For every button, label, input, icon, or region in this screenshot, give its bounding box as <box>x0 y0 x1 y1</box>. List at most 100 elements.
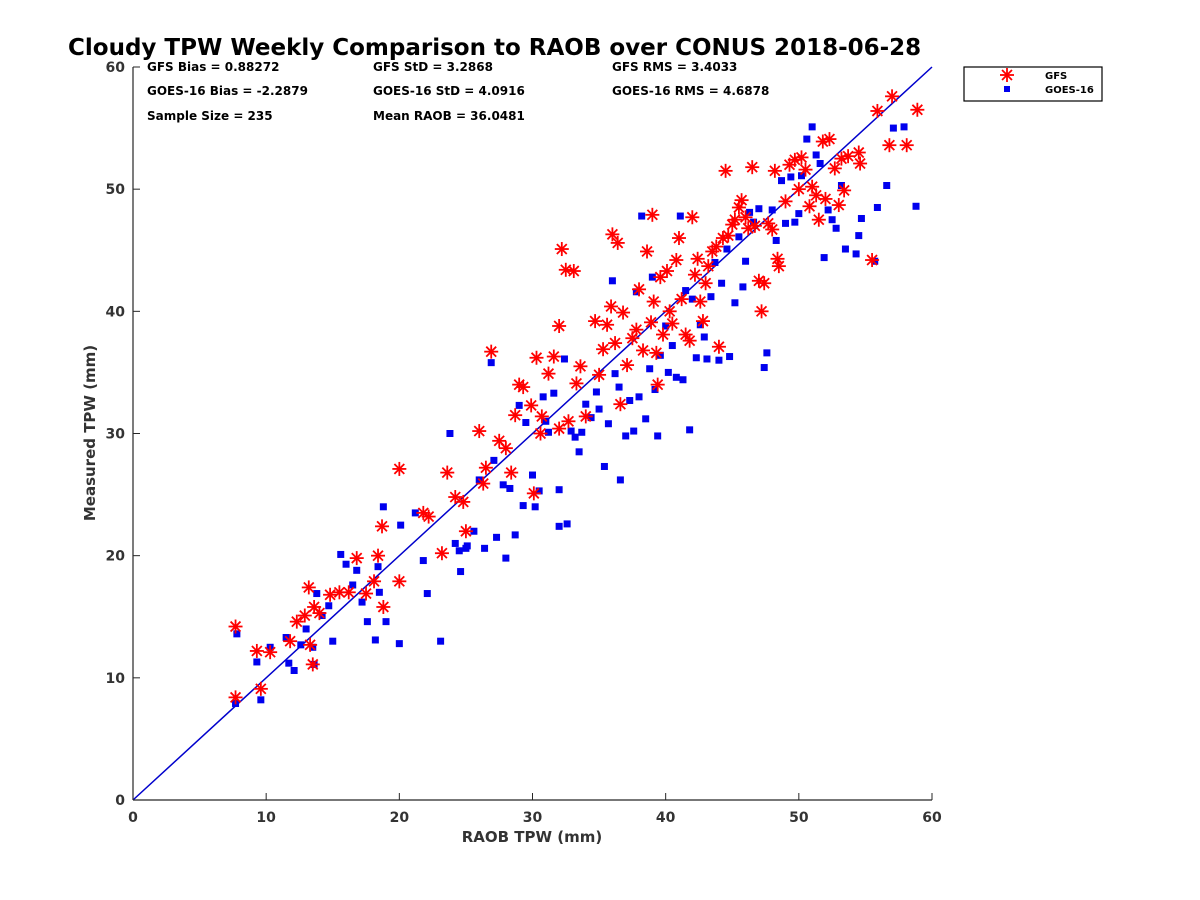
gfs-point <box>569 376 584 391</box>
gfs-point <box>533 426 548 441</box>
goes16-point <box>455 547 463 555</box>
legend-box <box>963 66 1103 102</box>
one-to-one-line <box>132 66 933 801</box>
gfs-point <box>798 162 813 177</box>
goes16-point <box>772 236 780 244</box>
goes16-point <box>739 283 747 291</box>
gfs-point <box>608 336 623 351</box>
gfs-point <box>644 315 659 330</box>
legend-goes16-label: GOES-16 <box>1045 85 1094 96</box>
y-tick-label: 50 <box>106 182 126 198</box>
x-tick-label: 0 <box>128 810 138 826</box>
gfs-point <box>620 358 635 373</box>
goes16-point <box>535 487 543 495</box>
y-tick-label: 30 <box>106 427 126 443</box>
goes16-point <box>871 257 879 265</box>
goes16-point <box>563 520 571 528</box>
goes16-point <box>600 462 608 470</box>
gfs-point <box>301 580 316 595</box>
stats-block: GFS Bias = 0.88272 GFS StD = 3.2868 GFS … <box>147 60 769 123</box>
gfs-point <box>498 441 513 456</box>
goes16-point <box>688 295 696 303</box>
goes16-point <box>611 370 619 378</box>
goes16-point <box>578 428 586 436</box>
gfs-point <box>376 599 391 614</box>
goes16-point <box>852 250 860 258</box>
goes16-point <box>233 630 241 638</box>
gfs-point <box>738 210 753 225</box>
gfs-point <box>669 253 684 268</box>
gfs-point <box>458 524 473 539</box>
goes16-point <box>560 355 568 363</box>
goes16-point <box>855 232 863 240</box>
gfs-point <box>685 210 700 225</box>
gfs-point <box>718 163 733 178</box>
goes16-point <box>630 427 638 435</box>
goes16-point <box>371 636 379 644</box>
gfs-point <box>727 212 742 227</box>
goes16-point <box>700 333 708 341</box>
goes16-point <box>755 205 763 213</box>
gfs-point <box>693 294 708 309</box>
goes16-point <box>397 521 405 529</box>
goes16-point <box>608 277 616 285</box>
gfs-point <box>734 193 749 208</box>
y-axis-label: Measured TPW (mm) <box>81 345 99 521</box>
x-tick-label: 50 <box>789 810 809 826</box>
gfs-point <box>870 103 885 118</box>
gfs-point <box>554 242 569 257</box>
goes16-point <box>379 503 387 511</box>
goes16-point <box>642 415 650 423</box>
goes16-point <box>515 401 523 409</box>
gfs-point <box>882 138 897 153</box>
gfs-point <box>566 264 581 279</box>
goes16-point <box>812 151 820 159</box>
goes16-point <box>711 258 719 266</box>
goes16-point <box>519 502 527 510</box>
gfs-point <box>578 409 593 424</box>
goes16-point <box>329 637 337 645</box>
goes16-point <box>463 542 471 550</box>
goes16-point <box>676 212 684 220</box>
goes16-point <box>656 351 664 359</box>
gfs-point <box>698 276 713 291</box>
gfs-point <box>512 377 527 392</box>
gfs-point <box>687 267 702 282</box>
goes16-point <box>587 414 595 422</box>
goes16-point <box>313 590 321 598</box>
gfs-point <box>818 191 833 206</box>
gfs-point <box>253 681 268 696</box>
gfs-point <box>561 414 576 429</box>
gfs-point <box>440 465 455 480</box>
gfs-point <box>831 198 846 213</box>
one-to-one-line-path <box>132 66 933 801</box>
goes16-point <box>493 533 501 541</box>
goes16-point <box>638 212 646 220</box>
legend-gfs-asterisk <box>1000 68 1014 82</box>
gfs-point <box>303 637 318 652</box>
gfs-point <box>592 367 607 382</box>
gfs-point <box>822 132 837 147</box>
gfs-point <box>359 586 374 601</box>
goes16-point <box>626 397 634 405</box>
x-tick-label: 20 <box>390 810 410 826</box>
gfs-point <box>456 494 471 509</box>
goes16-point <box>646 365 654 373</box>
goes16-point <box>555 522 563 530</box>
goes16-point <box>302 625 310 633</box>
goes16-point <box>832 224 840 232</box>
gfs-point <box>650 377 665 392</box>
goes16-point <box>342 560 350 568</box>
goes16-point <box>672 373 680 381</box>
gfs-point <box>448 490 463 505</box>
gfs-point <box>552 318 567 333</box>
gfs-point <box>649 345 664 360</box>
goes16-point <box>723 245 731 253</box>
gfs-point <box>791 182 806 197</box>
goes16-point <box>363 618 371 626</box>
goes16-point <box>531 503 539 511</box>
gfs-point <box>754 304 769 319</box>
gfs-point <box>656 327 671 342</box>
stat-sample-size: Sample Size = 235 <box>147 109 273 123</box>
